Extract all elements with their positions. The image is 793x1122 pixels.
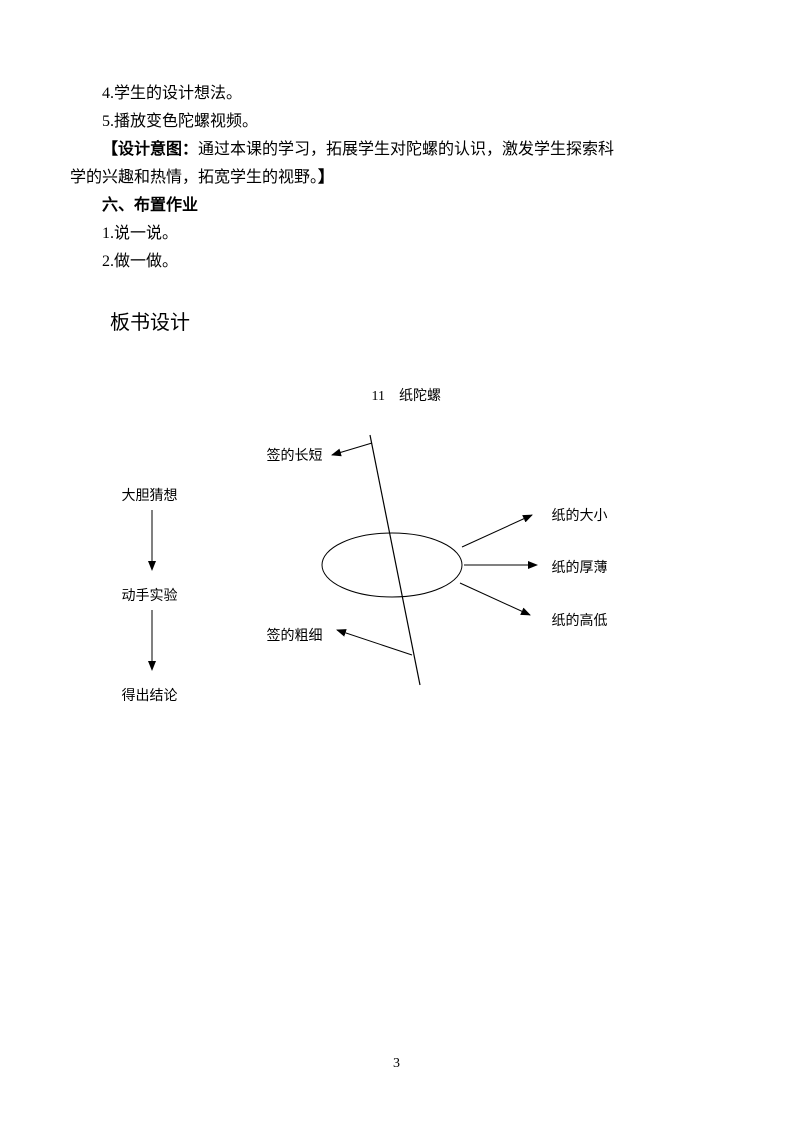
- flow-node-1: 大胆猜想: [122, 485, 178, 505]
- line-4: 4.学生的设计想法。: [70, 80, 723, 108]
- line-5: 5.播放变色陀螺视频。: [70, 108, 723, 136]
- design-intent-label: 【设计意图：: [102, 141, 198, 158]
- label-r1: 纸的大小: [552, 505, 608, 525]
- hw-1: 1.说一说。: [70, 220, 723, 248]
- arrow-bottom-left: [337, 630, 412, 655]
- design-intent-line1: 【设计意图：通过本课的学习，拓展学生对陀螺的认识，激发学生探索科: [70, 136, 723, 164]
- label-bottom-left: 签的粗细: [267, 625, 323, 645]
- section-six: 六、布置作业: [70, 192, 723, 220]
- diagram-svg: [72, 355, 722, 775]
- diagram-title: 11 纸陀螺: [372, 385, 441, 405]
- label-r3: 纸的高低: [552, 610, 608, 630]
- label-top-left: 签的长短: [267, 445, 323, 465]
- label-r2: 纸的厚薄: [552, 557, 608, 577]
- board-design-title: 板书设计: [70, 306, 723, 335]
- axis-line: [370, 435, 420, 685]
- arrow-r1: [462, 515, 532, 547]
- hw-2: 2.做一做。: [70, 248, 723, 276]
- design-intent-text1: 通过本课的学习，拓展学生对陀螺的认识，激发学生探索科: [198, 141, 614, 158]
- arrow-top-left: [332, 443, 372, 455]
- page-number: 3: [0, 1056, 793, 1072]
- flow-node-2: 动手实验: [122, 585, 178, 605]
- flow-node-3: 得出结论: [122, 685, 178, 705]
- design-intent-close: 】: [318, 169, 334, 186]
- document-body: 4.学生的设计想法。 5.播放变色陀螺视频。 【设计意图：通过本课的学习，拓展学…: [0, 0, 793, 775]
- arrow-r3: [460, 583, 530, 615]
- design-intent-line2: 学的兴趣和热情，拓宽学生的视野。】: [70, 164, 723, 192]
- design-intent-text2: 学的兴趣和热情，拓宽学生的视野。: [70, 169, 318, 186]
- board-diagram: 11 纸陀螺 大胆猜想 动手实验 得出结论 签的长短 签的粗细 纸的大小 纸的厚…: [72, 355, 722, 775]
